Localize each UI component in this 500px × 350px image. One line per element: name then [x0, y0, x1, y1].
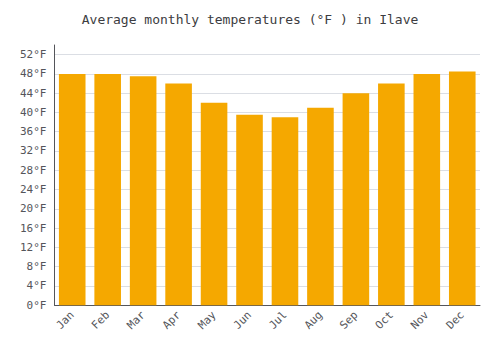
svg-text:32°F: 32°F: [20, 144, 47, 157]
svg-text:Jan: Jan: [54, 309, 77, 332]
svg-text:Dec: Dec: [444, 309, 467, 332]
svg-text:4°F: 4°F: [27, 279, 47, 292]
svg-text:8°F: 8°F: [27, 260, 47, 273]
svg-text:May: May: [195, 308, 218, 331]
svg-text:Feb: Feb: [89, 309, 112, 332]
svg-text:Nov: Nov: [408, 308, 431, 331]
svg-text:52°F: 52°F: [20, 48, 47, 61]
svg-text:44°F: 44°F: [20, 87, 47, 100]
svg-text:Aug: Aug: [302, 309, 325, 332]
svg-text:40°F: 40°F: [20, 106, 47, 119]
svg-text:Apr: Apr: [160, 308, 183, 331]
svg-text:28°F: 28°F: [20, 164, 47, 177]
svg-text:12°F: 12°F: [20, 241, 47, 254]
svg-text:36°F: 36°F: [20, 125, 47, 138]
svg-text:Sep: Sep: [337, 309, 360, 332]
svg-text:Jul: Jul: [266, 309, 289, 332]
svg-text:0°F: 0°F: [27, 299, 47, 312]
svg-text:Average monthly temperatures (: Average monthly temperatures (°F ) in Il…: [82, 12, 419, 27]
svg-text:20°F: 20°F: [20, 202, 47, 215]
svg-text:Oct: Oct: [373, 309, 396, 332]
svg-text:Jun: Jun: [231, 309, 254, 332]
svg-text:24°F: 24°F: [20, 183, 47, 196]
svg-text:48°F: 48°F: [20, 67, 47, 80]
svg-text:16°F: 16°F: [20, 222, 47, 235]
svg-text:Mar: Mar: [125, 308, 148, 331]
